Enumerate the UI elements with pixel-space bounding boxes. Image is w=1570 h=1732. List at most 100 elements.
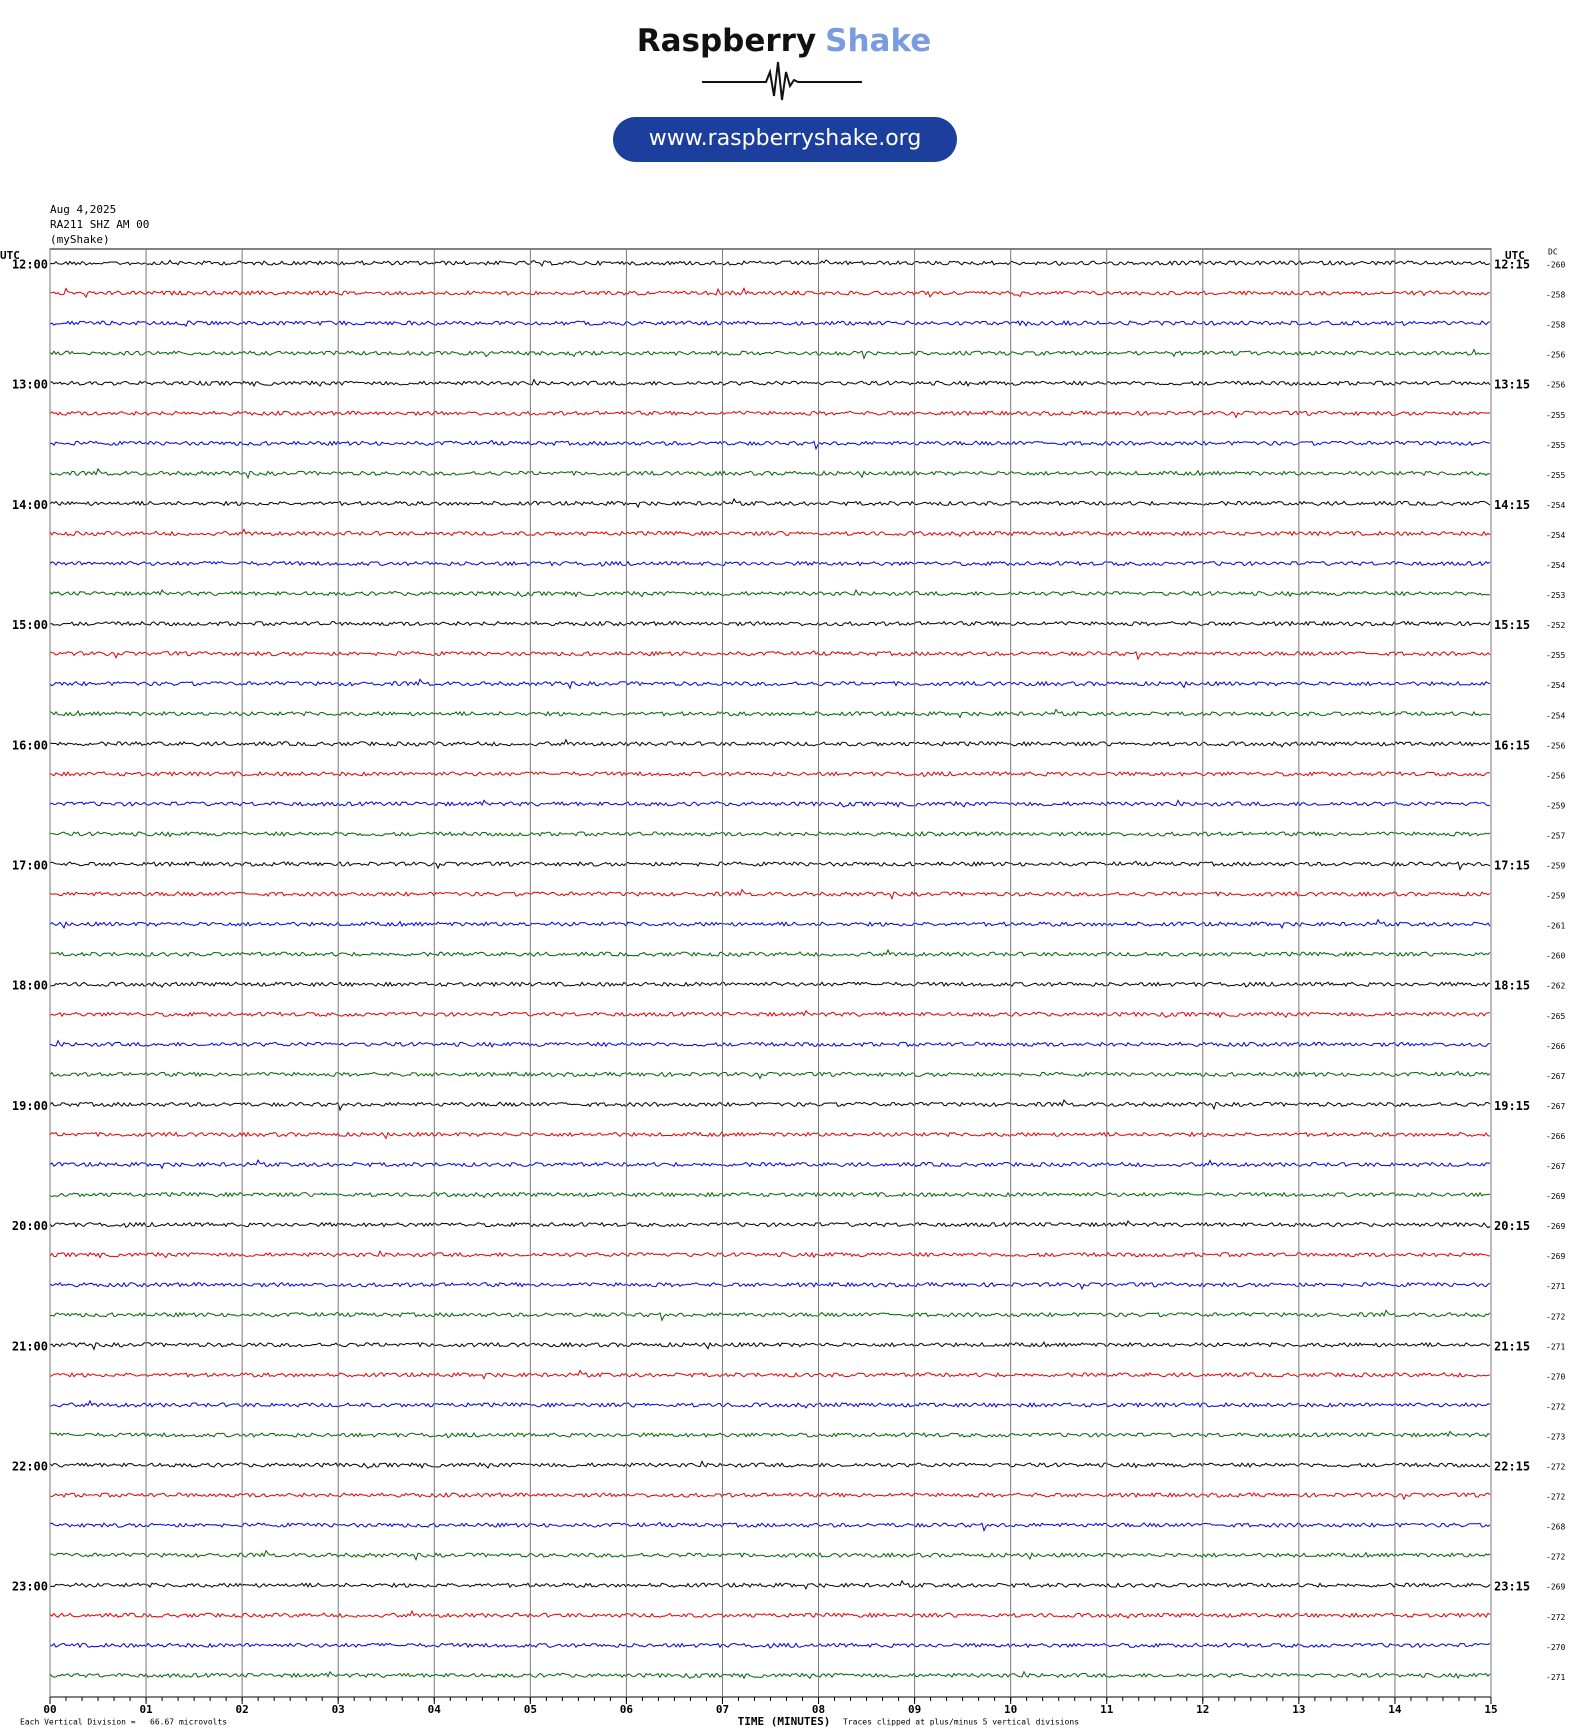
- trace: [49, 1670, 1491, 1680]
- row-start-label: 23:00: [12, 1580, 48, 1594]
- trace: [49, 1281, 1491, 1291]
- dc-value: -267: [1546, 1162, 1565, 1171]
- x-tick-label: 00: [43, 1703, 56, 1716]
- trace: [49, 770, 1491, 778]
- trace: [49, 348, 1491, 360]
- row-end-label: 14:15: [1494, 498, 1530, 512]
- trace: [49, 1521, 1491, 1533]
- row-end-label: 22:15: [1494, 1460, 1530, 1474]
- dc-value: -269: [1546, 1583, 1565, 1592]
- row-end-label: 20:15: [1494, 1219, 1530, 1233]
- dc-value: -271: [1546, 1282, 1565, 1291]
- row-start-label: 15:00: [12, 618, 48, 632]
- source: (myShake): [50, 233, 110, 246]
- dc-value: -271: [1546, 1673, 1565, 1682]
- row-start-label: 17:00: [12, 859, 48, 873]
- dc-value: -252: [1546, 621, 1565, 630]
- plot: [49, 259, 1491, 1680]
- row-end-label: 21:15: [1494, 1339, 1530, 1353]
- dc-value: -269: [1546, 1192, 1565, 1201]
- trace: [49, 1098, 1491, 1112]
- row-end-label: 16:15: [1494, 738, 1530, 752]
- x-tick-label: 04: [428, 1703, 442, 1716]
- dc-value: -272: [1546, 1493, 1565, 1502]
- dc-value: -266: [1546, 1132, 1565, 1141]
- x-tick-label: 13: [1292, 1703, 1305, 1716]
- x-tick-label: 11: [1100, 1703, 1114, 1716]
- station: RA211 SHZ AM 00: [50, 218, 149, 231]
- dc-value: -265: [1546, 1012, 1565, 1021]
- row-start-label: 20:00: [12, 1219, 48, 1233]
- trace: [49, 1070, 1491, 1080]
- trace: [49, 1130, 1491, 1140]
- dc-value: -259: [1546, 892, 1565, 901]
- dc-value: -254: [1546, 681, 1565, 690]
- dc-value: -256: [1546, 741, 1565, 750]
- x-tick-label: 01: [139, 1703, 153, 1716]
- dc-value: -259: [1546, 801, 1565, 810]
- x-axis-label: TIME (MINUTES): [738, 1715, 831, 1728]
- trace: [49, 678, 1491, 690]
- dc-value: -260: [1546, 952, 1565, 961]
- trace: [49, 738, 1491, 748]
- date: Aug 4,2025: [50, 203, 116, 216]
- right-axis-label: UTC: [1505, 249, 1525, 262]
- row-start-label: 21:00: [12, 1339, 48, 1353]
- trace: [49, 1191, 1491, 1199]
- trace: [49, 1220, 1491, 1229]
- trace: [49, 1039, 1491, 1048]
- trace: [49, 708, 1491, 719]
- row-start-label: 18:00: [12, 979, 48, 993]
- x-tick-label: 10: [1004, 1703, 1017, 1716]
- dc-value: -255: [1546, 471, 1565, 480]
- trace: [49, 497, 1491, 509]
- x-tick-label: 15: [1484, 1703, 1497, 1716]
- dc-value: -260: [1546, 261, 1565, 270]
- dc-value: -257: [1546, 831, 1565, 840]
- trace: [49, 1159, 1491, 1170]
- dc-value: -259: [1546, 862, 1565, 871]
- x-tick-label: 14: [1388, 1703, 1402, 1716]
- trace: [49, 286, 1491, 299]
- dc-value: -272: [1546, 1463, 1565, 1472]
- x-tick-label: 05: [524, 1703, 537, 1716]
- footnote-right: Traces clipped at plus/minus 5 vertical …: [843, 1718, 1079, 1727]
- dc-label: DC: [1548, 248, 1558, 257]
- dc-value: -256: [1546, 771, 1565, 780]
- trace: [49, 1009, 1491, 1019]
- trace: [49, 1249, 1491, 1259]
- trace: [49, 650, 1491, 661]
- dc-value: -266: [1546, 1042, 1565, 1051]
- row-end-label: 12:15: [1494, 258, 1530, 272]
- dc-value: -258: [1546, 291, 1565, 300]
- row-start-label: 19:00: [12, 1099, 48, 1113]
- dc-value: -270: [1546, 1372, 1565, 1381]
- trace: [49, 830, 1491, 838]
- row-end-label: 19:15: [1494, 1099, 1530, 1113]
- dc-value: -270: [1546, 1643, 1565, 1652]
- trace: [49, 918, 1491, 929]
- row-end-label: 23:15: [1494, 1580, 1530, 1594]
- footnote-left: Each Vertical Division = 66.67 microvolt…: [20, 1718, 227, 1727]
- left-axis-label: UTC: [0, 249, 20, 262]
- dc-value: -271: [1546, 1342, 1565, 1351]
- row-end-label: 18:15: [1494, 979, 1530, 993]
- plot-frame: [49, 248, 1492, 1698]
- trace: [49, 410, 1491, 419]
- dc-value: -269: [1546, 1222, 1565, 1231]
- dc-value: -254: [1546, 711, 1565, 720]
- url-pill[interactable]: [613, 117, 957, 162]
- dc-value: -254: [1546, 501, 1565, 510]
- dc-value: -256: [1546, 381, 1565, 390]
- trace: [49, 1399, 1491, 1409]
- x-tick-label: 03: [332, 1703, 345, 1716]
- url[interactable]: www.raspberryshake.org: [649, 126, 922, 151]
- dc-value: -254: [1546, 561, 1565, 570]
- trace: [49, 948, 1491, 958]
- logo-word: Shake: [825, 23, 931, 59]
- row-start-label: 22:00: [12, 1460, 48, 1474]
- trace: [49, 588, 1491, 598]
- x-tick-label: 08: [812, 1703, 825, 1716]
- dc-value: -272: [1546, 1312, 1565, 1321]
- dc-value: -255: [1546, 441, 1565, 450]
